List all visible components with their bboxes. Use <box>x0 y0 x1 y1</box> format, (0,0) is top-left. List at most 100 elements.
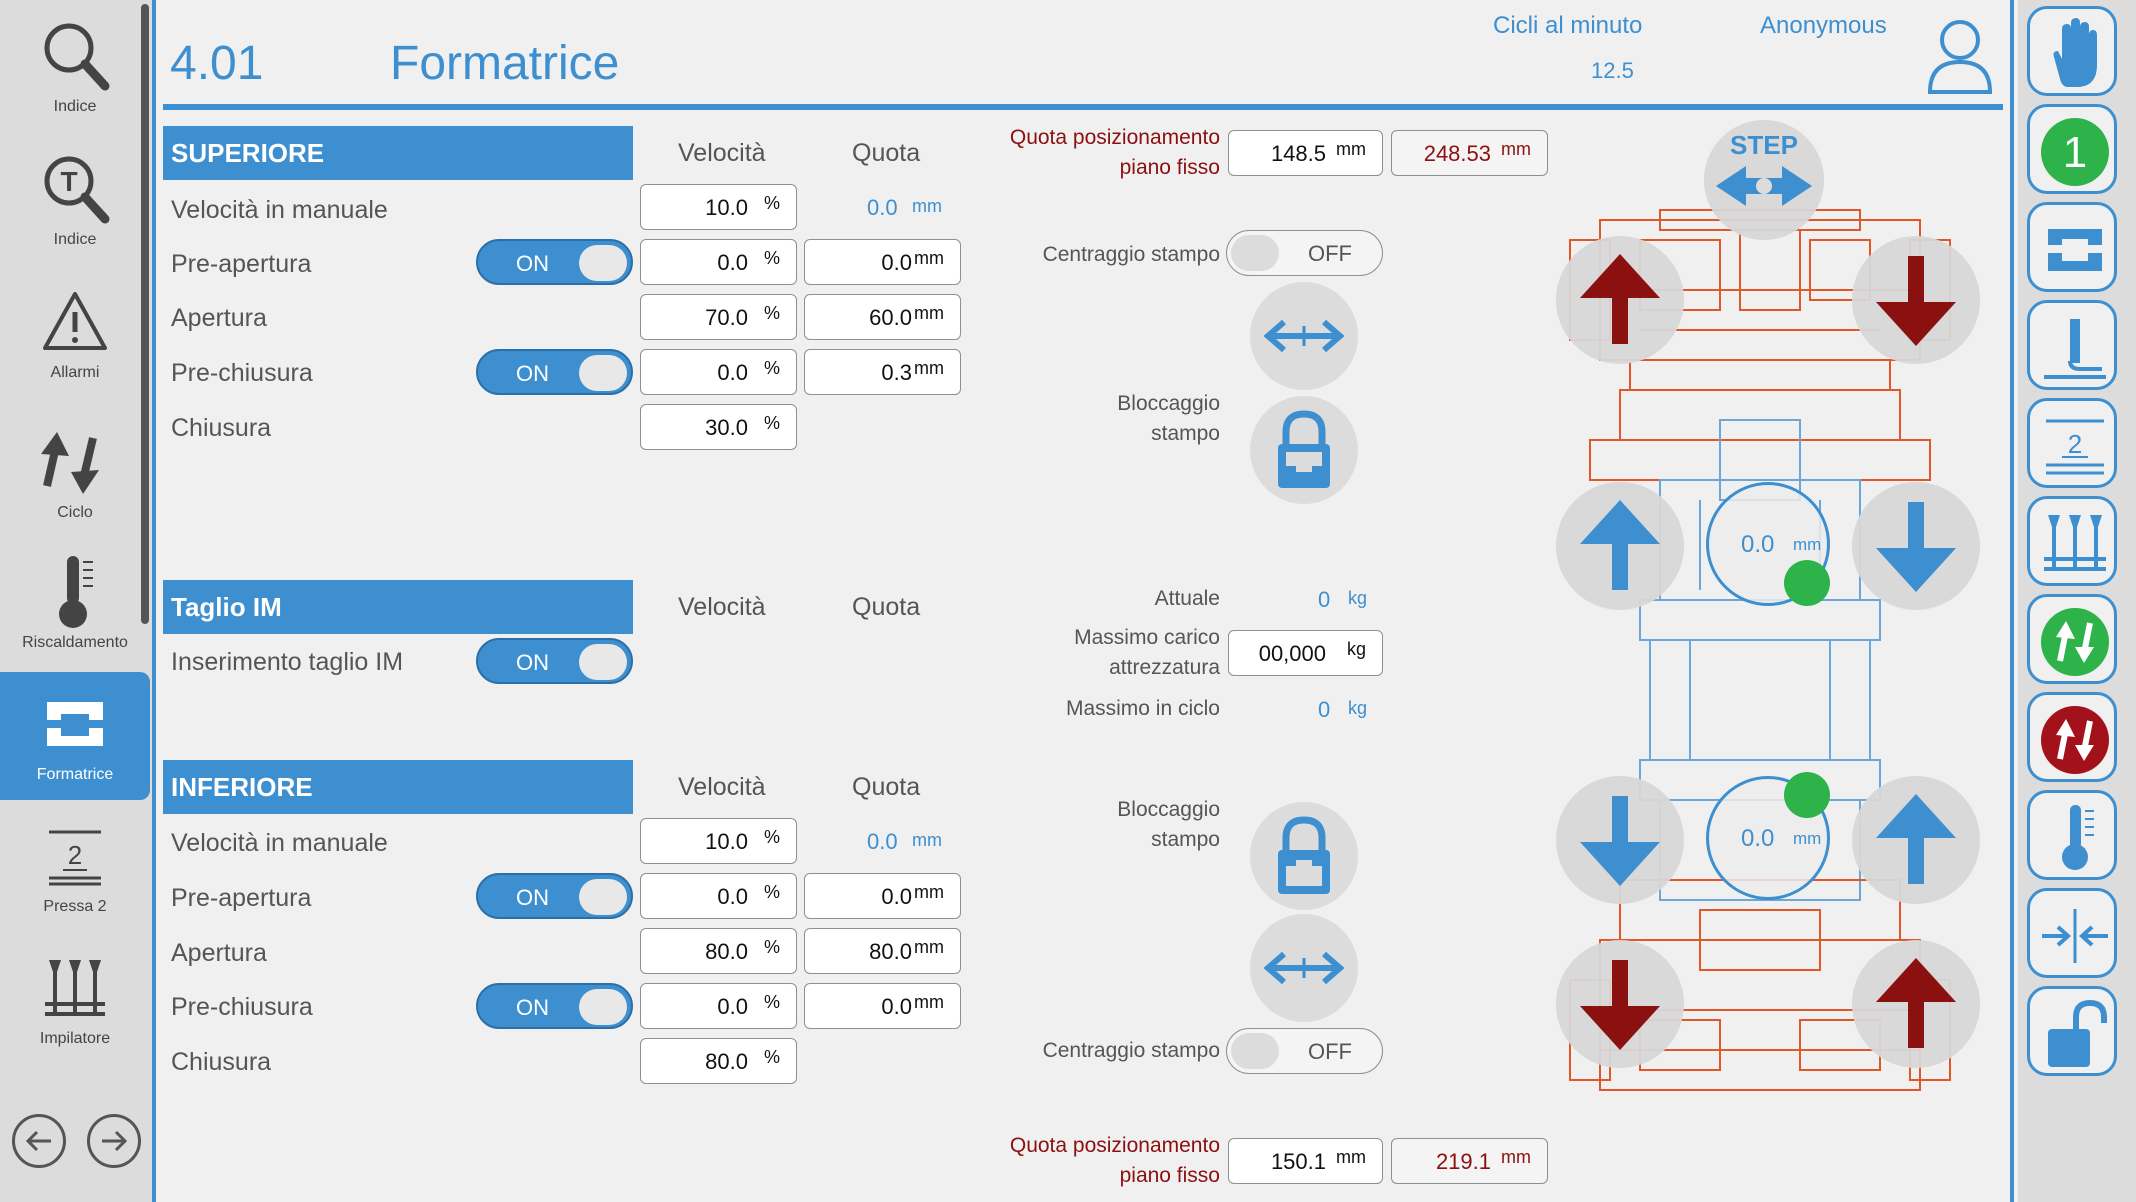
cycle-start-icon <box>2041 608 2109 676</box>
lower-pre-close-speed-input[interactable]: 0.0% <box>640 983 797 1029</box>
top-centering-button[interactable] <box>1250 282 1358 390</box>
cycle-icon <box>41 432 99 494</box>
sidebar-item-former[interactable]: Formatrice <box>0 672 150 800</box>
lower-pre-open-position-input[interactable]: 0.0 mm <box>804 873 961 919</box>
lower-red-up-button[interactable] <box>1852 940 1980 1068</box>
cut-speed-header: Velocità <box>678 593 766 621</box>
lower-pre-close-toggle[interactable]: ON <box>476 983 633 1029</box>
lower-position-header: Quota <box>852 773 921 801</box>
unlock-button[interactable] <box>2027 986 2117 1076</box>
upper-close-label: Chiusura <box>171 414 272 442</box>
current-load-unit: kg <box>1348 588 1368 608</box>
lower-blue-down-button[interactable] <box>1556 776 1684 904</box>
sidebar-item-press2[interactable]: 2 Pressa 2 <box>0 804 150 932</box>
lower-close-label: Chiusura <box>171 1048 272 1076</box>
lower-manual-speed-input[interactable]: 10.0% <box>640 818 797 864</box>
sidebar-item-alarms[interactable]: Allarmi <box>0 270 150 398</box>
bottom-centering-button[interactable] <box>1250 914 1358 1022</box>
user-icon[interactable] <box>1926 18 1994 96</box>
upper-red-down-button[interactable] <box>1852 236 1980 364</box>
lower-blue-up-button[interactable] <box>1852 776 1980 904</box>
punch-button[interactable] <box>2027 300 2117 390</box>
upper-manual-position-value: 0.0 <box>867 195 898 220</box>
svg-text:STEP: STEP <box>1730 130 1798 160</box>
sidebar-item-label: Impilatore <box>39 1030 111 1047</box>
press-2-button[interactable]: 2 <box>2027 398 2117 488</box>
former-button[interactable] <box>2027 202 2117 292</box>
upper-pre-close-speed-input[interactable]: 0.0% <box>640 349 797 395</box>
upper-close-speed-input[interactable]: 30.0% <box>640 404 797 450</box>
back-button[interactable] <box>12 1114 66 1168</box>
svg-text:T: T <box>60 166 77 197</box>
upper-pre-open-speed-input[interactable]: 0.0% <box>640 239 797 285</box>
stacker-button[interactable] <box>2027 496 2117 586</box>
sidebar-item-heating[interactable]: Riscaldamento <box>0 540 150 668</box>
lower-pre-open-label: Pre-apertura <box>171 884 312 912</box>
lower-manual-position-unit: mm <box>912 830 942 850</box>
sidebar-item-text-index[interactable]: T Indice <box>0 137 150 265</box>
bottom-mold-centering-toggle[interactable]: OFF <box>1226 1028 1383 1074</box>
mold-close-button[interactable] <box>2027 888 2117 978</box>
lower-open-label: Apertura <box>171 939 267 967</box>
top-mold-centering-toggle[interactable]: OFF <box>1226 230 1383 276</box>
upper-manual-speed-label: Velocità in manuale <box>171 196 388 224</box>
upper-blue-up-button[interactable] <box>1556 482 1684 610</box>
upper-pre-open-toggle[interactable]: ON <box>476 239 633 285</box>
cycle-start-button[interactable] <box>2027 594 2117 684</box>
upper-red-up-button[interactable] <box>1556 236 1684 364</box>
bottom-mold-lock-button[interactable] <box>1250 802 1358 910</box>
former-icon <box>2048 229 2102 271</box>
current-load-label: Attuale <box>1154 587 1220 610</box>
upper-open-position-input[interactable]: 60.0 mm <box>804 294 961 340</box>
lower-pre-open-toggle[interactable]: ON <box>476 873 633 919</box>
manual-mode-button[interactable] <box>2027 6 2117 96</box>
lower-pre-close-position-input[interactable]: 0.0 mm <box>804 983 961 1029</box>
sidebar-item-label: Indice <box>53 98 97 115</box>
forward-button[interactable] <box>87 1114 141 1168</box>
sidebar-item-stacker[interactable]: Impilatore <box>0 936 150 1064</box>
cut-insert-toggle[interactable]: ON <box>476 638 633 684</box>
sidebar-item-cycle[interactable]: Ciclo <box>0 410 150 538</box>
max-in-cycle-unit: kg <box>1348 698 1368 718</box>
upper-manual-speed-input[interactable]: 10.0% <box>640 184 797 230</box>
upper-pre-close-toggle[interactable]: ON <box>476 349 633 395</box>
sidebar-scrollbar[interactable] <box>141 4 149 624</box>
bottom-fixed-plate-position-label: Quota posizionamento piano fisso <box>1009 1134 1220 1187</box>
upper-blue-down-button[interactable] <box>1852 482 1980 610</box>
bottom-fixed-plate-position-input[interactable]: 150.1 mm <box>1228 1138 1383 1184</box>
upper-pre-open-position-input[interactable]: 0.0 mm <box>804 239 961 285</box>
sidebar-item-index[interactable]: Indice <box>0 4 150 132</box>
svg-text:1: 1 <box>2063 128 2087 177</box>
thermometer-icon <box>2062 805 2094 870</box>
lower-open-position-input[interactable]: 80.0 mm <box>804 928 961 974</box>
upper-section-header: SUPERIORE <box>163 126 633 180</box>
lower-pre-open-speed-input[interactable]: 0.0% <box>640 873 797 919</box>
upper-status-indicator <box>1784 560 1830 606</box>
max-in-cycle-value: 0 <box>1318 697 1331 722</box>
upper-open-speed-input[interactable]: 70.0% <box>640 294 797 340</box>
top-fixed-plate-position-input[interactable]: 148.5 mm <box>1228 130 1383 176</box>
arrow-up-icon <box>1876 958 1956 1048</box>
heating-button[interactable] <box>2027 790 2117 880</box>
lower-close-speed-input[interactable]: 80.0% <box>640 1038 797 1084</box>
step-button[interactable]: STEP <box>1704 120 1824 240</box>
max-tool-load-input[interactable]: 00,000 kg <box>1228 630 1383 676</box>
arrow-up-icon <box>1580 254 1660 344</box>
lower-open-speed-input[interactable]: 80.0% <box>640 928 797 974</box>
lower-manual-position-value: 0.0 <box>867 829 898 854</box>
arrow-down-icon <box>1876 502 1956 592</box>
cycle-stop-button[interactable] <box>2027 692 2117 782</box>
cut-section-header: Taglio IM <box>163 580 633 634</box>
lower-red-down-button[interactable] <box>1556 940 1684 1068</box>
upper-manual-position-unit: mm <box>912 196 942 216</box>
lower-manual-speed-label: Velocità in manuale <box>171 829 388 857</box>
step-icon: STEP <box>1716 130 1812 206</box>
sidebar-item-label: Allarmi <box>50 364 100 381</box>
svg-text:2: 2 <box>68 840 82 870</box>
compress-arrows-icon <box>2042 909 2108 963</box>
sidebar-item-label: Indice <box>53 231 97 248</box>
upper-pre-close-position-input[interactable]: 0.3 mm <box>804 349 961 395</box>
program-1-button[interactable]: 1 <box>2027 104 2117 194</box>
top-mold-lock-label: Bloccaggio stampo <box>1117 392 1220 445</box>
top-mold-lock-button[interactable] <box>1250 396 1358 504</box>
